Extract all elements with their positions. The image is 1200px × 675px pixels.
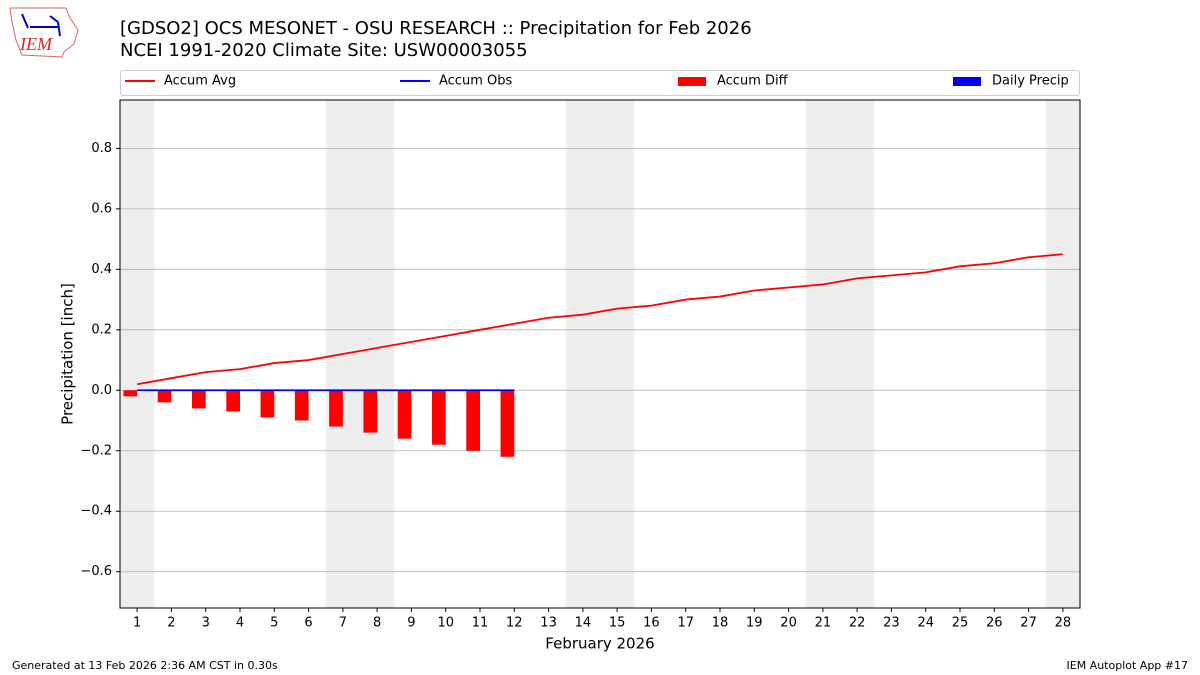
x-tick-label: 1 <box>133 616 141 631</box>
legend-label: Accum Obs <box>439 74 512 89</box>
x-tick-label: 20 <box>780 616 797 631</box>
chart-subtitle: NCEI 1991-2020 Climate Site: USW00003055 <box>120 40 528 61</box>
weekend-band <box>120 100 155 608</box>
y-tick-label: −0.6 <box>80 564 112 579</box>
bar <box>192 390 206 409</box>
bar <box>466 390 480 451</box>
weekend-band <box>840 100 875 608</box>
y-tick-label: −0.4 <box>80 504 112 519</box>
y-axis-label: Precipitation [inch] <box>59 283 77 425</box>
x-tick-label: 27 <box>1020 616 1037 631</box>
x-tick-label: 9 <box>407 616 415 631</box>
y-tick-label: 0.0 <box>91 383 112 398</box>
legend-label: Accum Diff <box>717 74 789 89</box>
x-tick-label: 3 <box>202 616 210 631</box>
legend-label: Accum Avg <box>164 74 236 89</box>
bar <box>363 390 378 433</box>
bar <box>329 390 343 427</box>
y-tick-label: 0.8 <box>91 141 112 156</box>
x-tick-label: 22 <box>849 616 866 631</box>
legend-box <box>120 70 1080 96</box>
x-tick-label: 16 <box>643 616 660 631</box>
weekend-band <box>805 100 840 608</box>
footer-left: Generated at 13 Feb 2026 2:36 AM CST in … <box>12 659 278 672</box>
x-tick-label: 6 <box>304 616 312 631</box>
logo-text: IEM <box>19 34 53 54</box>
x-tick-label: 8 <box>373 616 381 631</box>
legend-swatch <box>953 77 981 86</box>
bar <box>294 390 309 421</box>
x-tick-label: 19 <box>746 616 763 631</box>
bar <box>226 390 240 412</box>
x-tick-label: 15 <box>609 616 626 631</box>
y-tick-label: −0.2 <box>80 443 112 458</box>
x-tick-label: 14 <box>575 616 592 631</box>
bar <box>123 390 138 397</box>
x-tick-label: 25 <box>952 616 969 631</box>
x-tick-label: 23 <box>883 616 900 631</box>
x-tick-label: 12 <box>506 616 523 631</box>
bar <box>500 390 515 457</box>
logo-outline <box>9 7 79 58</box>
bar <box>260 390 275 418</box>
x-tick-label: 2 <box>167 616 175 631</box>
x-axis-label: February 2026 <box>545 635 654 653</box>
x-tick-label: 13 <box>540 616 557 631</box>
weekend-band <box>360 100 395 608</box>
weekend-band <box>600 100 635 608</box>
y-tick-label: 0.4 <box>91 262 112 277</box>
bar <box>397 390 412 439</box>
footer-right: IEM Autoplot App #17 <box>1067 659 1189 672</box>
legend-swatch <box>678 77 706 86</box>
x-tick-label: 24 <box>917 616 934 631</box>
bar <box>432 390 446 445</box>
legend-label: Daily Precip <box>992 74 1069 89</box>
y-tick-label: 0.2 <box>91 322 112 337</box>
x-tick-label: 18 <box>712 616 729 631</box>
logo: IEM <box>9 7 79 58</box>
weekend-band <box>565 100 600 608</box>
series-line <box>136 253 1063 386</box>
plot-frame <box>119 99 1081 609</box>
x-tick-label: 28 <box>1055 616 1072 631</box>
logo-icon <box>21 13 61 37</box>
x-tick-label: 21 <box>815 616 832 631</box>
x-tick-label: 17 <box>677 616 694 631</box>
y-tick-label: 0.6 <box>91 201 112 216</box>
chart-title: [GDSO2] OCS MESONET - OSU RESEARCH :: Pr… <box>120 18 752 39</box>
x-tick-label: 26 <box>986 616 1003 631</box>
x-tick-label: 4 <box>236 616 244 631</box>
x-tick-label: 5 <box>270 616 278 631</box>
x-tick-label: 11 <box>472 616 489 631</box>
x-tick-label: 7 <box>339 616 347 631</box>
x-tick-label: 10 <box>437 616 454 631</box>
weekend-band <box>1045 100 1080 608</box>
bar <box>157 390 172 403</box>
